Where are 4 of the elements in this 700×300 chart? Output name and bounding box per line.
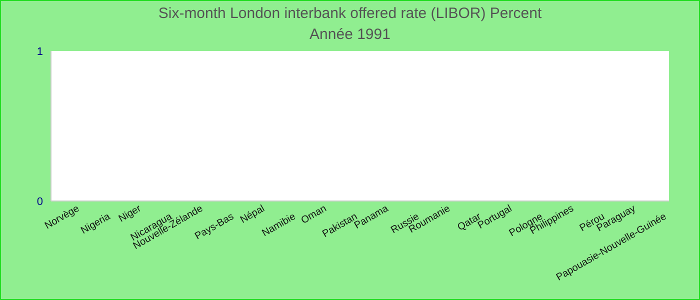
y-tick-label: 1 — [36, 46, 43, 58]
chart-subtitle: Année 1991 — [308, 25, 392, 43]
y-tick-label: 0 — [36, 196, 43, 208]
chart-title: Six-month London interbank offered rate (LIBOR) Percent — [157, 4, 543, 22]
